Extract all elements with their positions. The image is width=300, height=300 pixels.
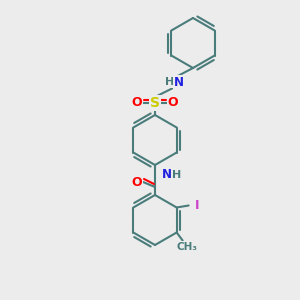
Text: H: H [165,77,175,87]
Text: O: O [132,176,142,188]
Text: N: N [174,76,184,88]
Text: CH₃: CH₃ [176,242,197,251]
Text: N: N [162,169,172,182]
Text: H: H [172,170,182,180]
Text: O: O [168,97,178,110]
Text: S: S [150,96,160,110]
Text: I: I [194,199,199,212]
Text: O: O [132,97,142,110]
